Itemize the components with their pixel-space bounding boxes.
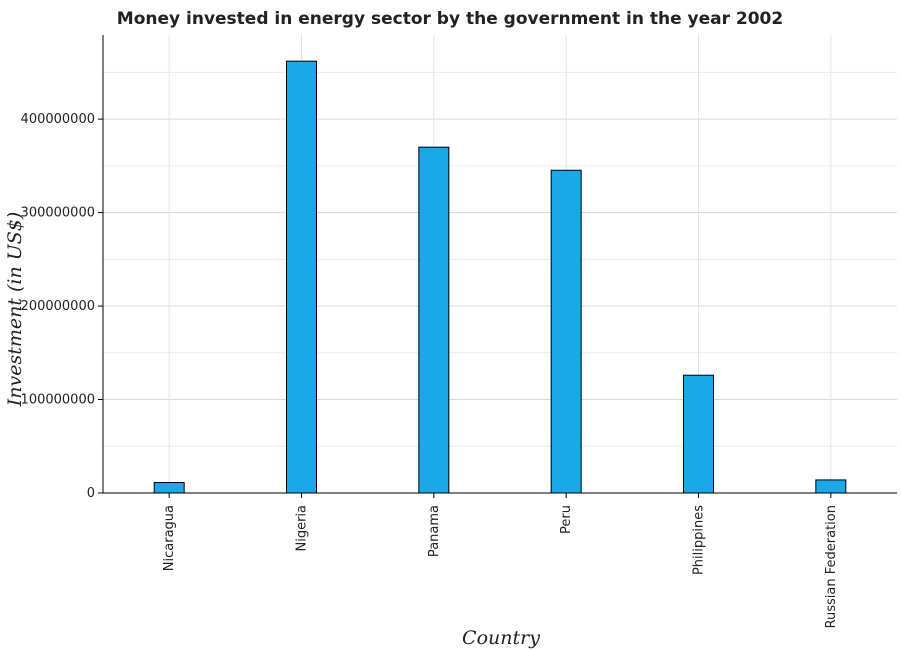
y-tick-label: 400000000	[21, 112, 95, 127]
chart-title: Money invested in energy sector by the g…	[117, 9, 783, 29]
axes	[98, 35, 897, 498]
y-tick-label: 0	[87, 486, 95, 501]
x-tick-label: Russian Federation	[824, 505, 839, 628]
bar-nigeria	[286, 60, 317, 494]
y-tick-label: 200000000	[21, 299, 95, 314]
y-tick-label: 300000000	[21, 206, 95, 221]
x-tick-label: Nigeria	[295, 505, 310, 552]
x-tick-label: Peru	[559, 505, 574, 534]
x-tick-label: Philippines	[692, 505, 707, 575]
bar-panama	[418, 146, 450, 494]
y-axis-label: Investment (in US$)	[4, 212, 26, 408]
bars	[153, 60, 847, 494]
grid-lines	[103, 35, 897, 494]
bar-nicaragua	[153, 482, 185, 494]
bar-russian-federation	[815, 479, 847, 494]
x-tick-label: Nicaragua	[162, 505, 177, 571]
bar-philippines	[683, 374, 714, 494]
x-axis-label: Country	[462, 627, 540, 649]
tick-labels: 0 100000000 200000000 300000000 400000000 Nic…	[21, 112, 839, 628]
bar-peru	[550, 169, 582, 494]
y-tick-label: 100000000	[21, 393, 95, 408]
x-tick-label: Panama	[427, 505, 442, 557]
